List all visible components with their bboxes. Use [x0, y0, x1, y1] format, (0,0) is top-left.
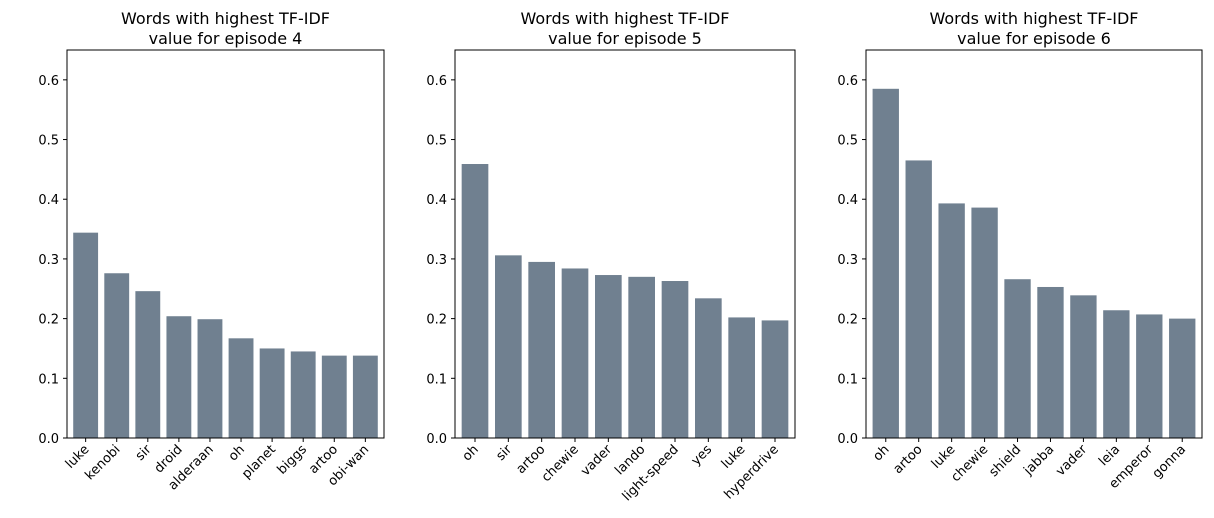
y-tick-label: 0.3 [837, 253, 858, 268]
bar-leia [1103, 310, 1130, 438]
axes-frame [865, 49, 1203, 439]
bar-yes [695, 298, 722, 438]
x-tick-label: oh [871, 442, 893, 464]
bar-shield [1004, 279, 1031, 438]
axes-frame [66, 49, 385, 439]
chart-title: Words with highest TF-IDF value for episo… [521, 9, 730, 48]
chart-panel-3: Words with highest TF-IDF value for episo… [837, 9, 1203, 492]
y-tick-label: 0.1 [837, 372, 858, 387]
chart-title: Words with highest TF-IDF value for episo… [121, 9, 330, 48]
bar-artoo [905, 160, 932, 438]
bar-emperor [1136, 314, 1163, 438]
x-tick-label: vader [578, 442, 615, 479]
y-tick-label: 0.5 [38, 134, 59, 149]
bar-artoo [321, 355, 347, 438]
y-tick-label: 0.2 [837, 313, 858, 328]
bar-oh [228, 338, 254, 438]
bar-hyperdrive [761, 320, 789, 438]
y-tick-label: 0.0 [38, 432, 59, 447]
x-tick-label: artoo [891, 442, 926, 477]
x-tick-label: planet [239, 442, 279, 482]
x-tick-label: vader [1053, 442, 1090, 479]
bar-luke [728, 317, 755, 438]
y-tick-label: 0.6 [426, 74, 447, 89]
chart-title: Words with highest TF-IDF value for episo… [930, 9, 1139, 48]
axes-frame [454, 49, 796, 439]
bar-jabba [1037, 286, 1064, 438]
x-tick-label: shield [987, 442, 1025, 480]
y-tick-label: 0.0 [426, 432, 447, 447]
y-tick-label: 0.6 [38, 74, 59, 89]
bar-droid [166, 316, 192, 438]
bar-luke [73, 232, 99, 438]
y-tick-label: 0.0 [837, 432, 858, 447]
bar-artoo [528, 261, 555, 438]
bar-chewie [971, 207, 998, 438]
x-tick-label: kenobi [82, 442, 123, 483]
x-tick-label: sir [493, 442, 515, 464]
x-tick-label: oh [226, 442, 248, 464]
x-tick-label: leia [1096, 442, 1123, 469]
x-tick-label: luke [929, 442, 959, 472]
y-tick-label: 0.5 [426, 134, 447, 149]
x-tick-label: oh [460, 442, 482, 464]
bar-sir [135, 291, 161, 438]
y-tick-label: 0.3 [38, 253, 59, 268]
x-tick-label: gonna [1150, 442, 1189, 481]
x-tick-label: chewie [949, 442, 992, 485]
bar-oh [461, 164, 489, 438]
bar-vader [1070, 295, 1097, 438]
bar-alderaan [197, 319, 223, 438]
y-tick-label: 0.1 [426, 372, 447, 387]
bar-chewie [561, 268, 589, 438]
y-tick-label: 0.4 [837, 193, 858, 208]
y-tick-label: 0.5 [837, 134, 858, 149]
x-tick-label: luke [719, 442, 749, 472]
bar-gonna [1169, 318, 1196, 438]
x-tick-label: biggs [275, 442, 311, 478]
y-tick-label: 0.6 [837, 74, 858, 89]
chart-panel-2: Words with highest TF-IDF value for episo… [426, 9, 796, 504]
bar-biggs [290, 351, 316, 438]
bar-kenobi [104, 273, 130, 438]
bar-planet [259, 348, 285, 438]
bar-vader [595, 275, 622, 438]
bar-light-speed [661, 281, 689, 438]
y-tick-label: 0.4 [38, 193, 59, 208]
bar-obi-wan [352, 355, 378, 438]
bar-lando [628, 276, 655, 438]
bar-oh [872, 88, 899, 439]
y-tick-label: 0.1 [38, 372, 59, 387]
chart-panel-1: Words with highest TF-IDF value for episo… [38, 9, 385, 493]
y-tick-label: 0.3 [426, 253, 447, 268]
x-tick-label: chewie [539, 442, 582, 485]
y-tick-label: 0.2 [426, 313, 447, 328]
bar-sir [495, 255, 522, 438]
y-tick-label: 0.2 [38, 313, 59, 328]
bar-luke [938, 203, 965, 438]
x-tick-label: yes [689, 442, 716, 469]
x-tick-label: jabba [1020, 442, 1057, 479]
y-tick-label: 0.4 [426, 193, 447, 208]
x-tick-label: sir [133, 442, 155, 464]
